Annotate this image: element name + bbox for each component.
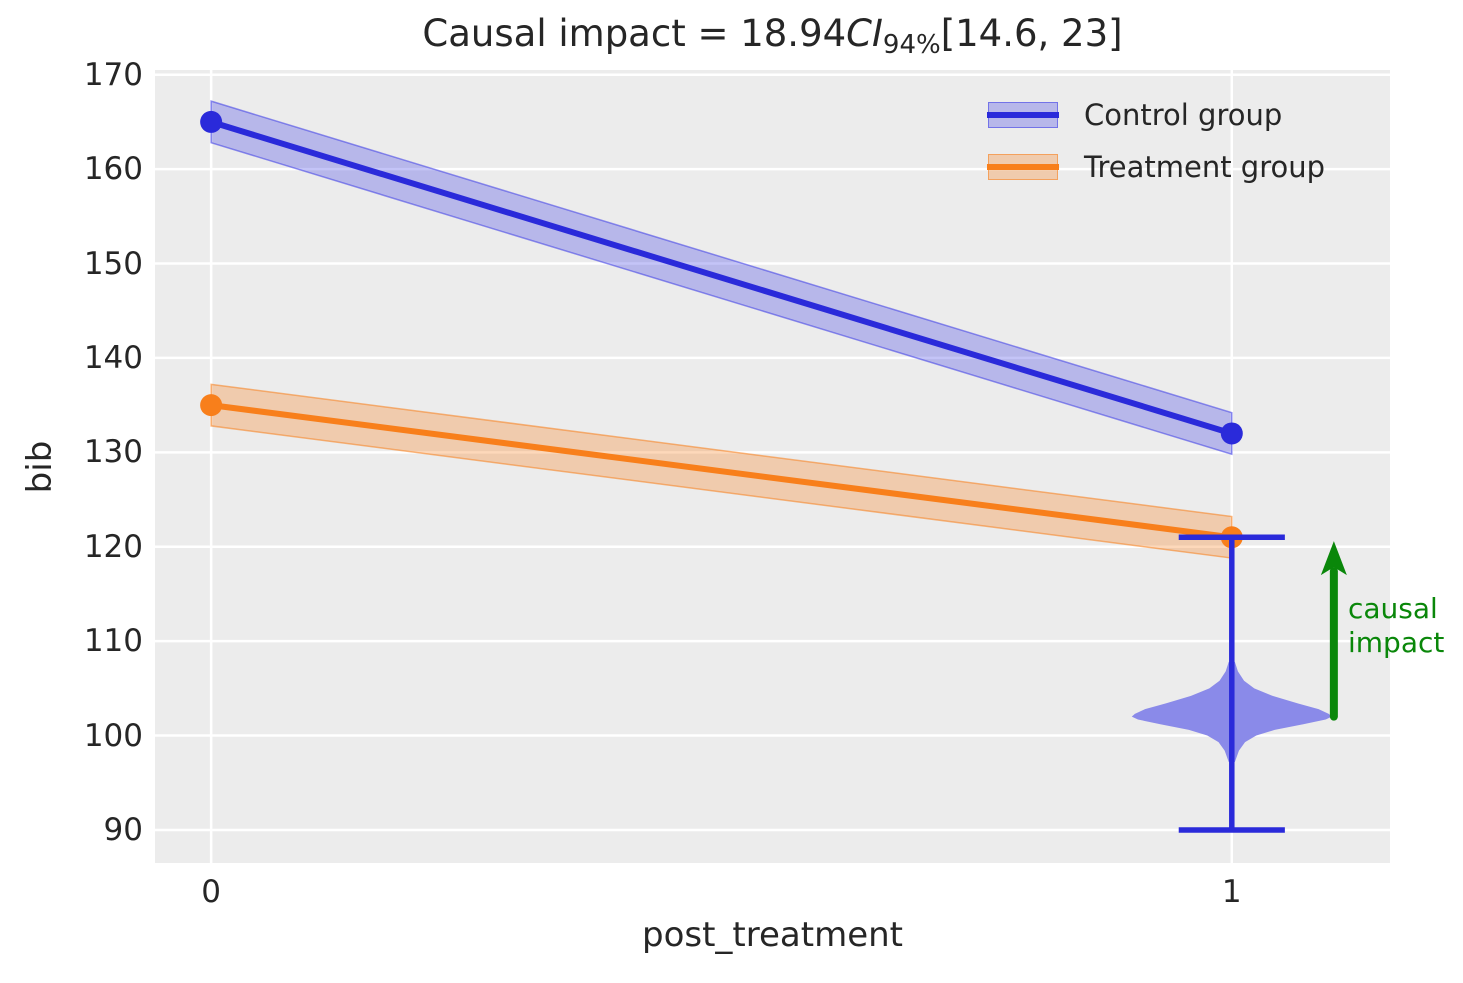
treatment-group-swatch-line [987,164,1059,170]
data-point-control [200,110,223,133]
causal-impact-annotation-line: causal [1348,592,1438,625]
chart-title-interval: [14.6, 23] [940,12,1123,55]
y-tick-label: 130 [83,434,143,471]
plot-canvas [155,70,1390,863]
trend-line-control [208,118,1235,437]
plot-area: causal impact [155,70,1444,863]
y-tick-label: 160 [83,151,143,188]
legend: Control group Treatment group [987,98,1326,205]
causal-impact-annotation: causal impact [1348,592,1444,660]
x-axis-label: post_treatment [642,915,903,955]
data-point-treatment [200,394,223,417]
chart-title-ci-subscript: 94% [882,30,941,60]
y-tick-label: 110 [83,623,143,660]
y-tick-label: 90 [103,811,143,848]
y-tick-label: 120 [83,528,143,565]
control-group-swatch [987,102,1059,128]
y-tick-label: 170 [83,56,143,93]
y-tick-label: 140 [83,339,143,376]
x-tick-label: 0 [201,874,221,910]
y-axis-label: bib [20,440,60,494]
chart-title-ci: CI [846,12,883,55]
causal-impact-annotation-line: impact [1348,626,1445,659]
y-tick-label: 100 [83,717,143,754]
treatment-group-swatch [987,154,1059,180]
legend-label-control: Control group [1084,98,1283,132]
x-tick-label: 1 [1221,874,1242,910]
legend-item-treatment: Treatment group [987,150,1326,184]
data-point-control [1220,422,1243,445]
y-tick-label: 150 [83,245,143,282]
control-group-swatch-line [987,112,1059,118]
legend-label-treatment: Treatment group [1084,150,1326,184]
chart-title-prefix: Causal impact = 18.94 [422,12,847,55]
legend-item-control: Control group [987,98,1325,132]
chart-title: Causal impact = 18.94CI94%[14.6, 23] [155,12,1390,60]
trend-line-treatment [208,402,1235,541]
causal-impact-arrow-head [1320,541,1347,576]
